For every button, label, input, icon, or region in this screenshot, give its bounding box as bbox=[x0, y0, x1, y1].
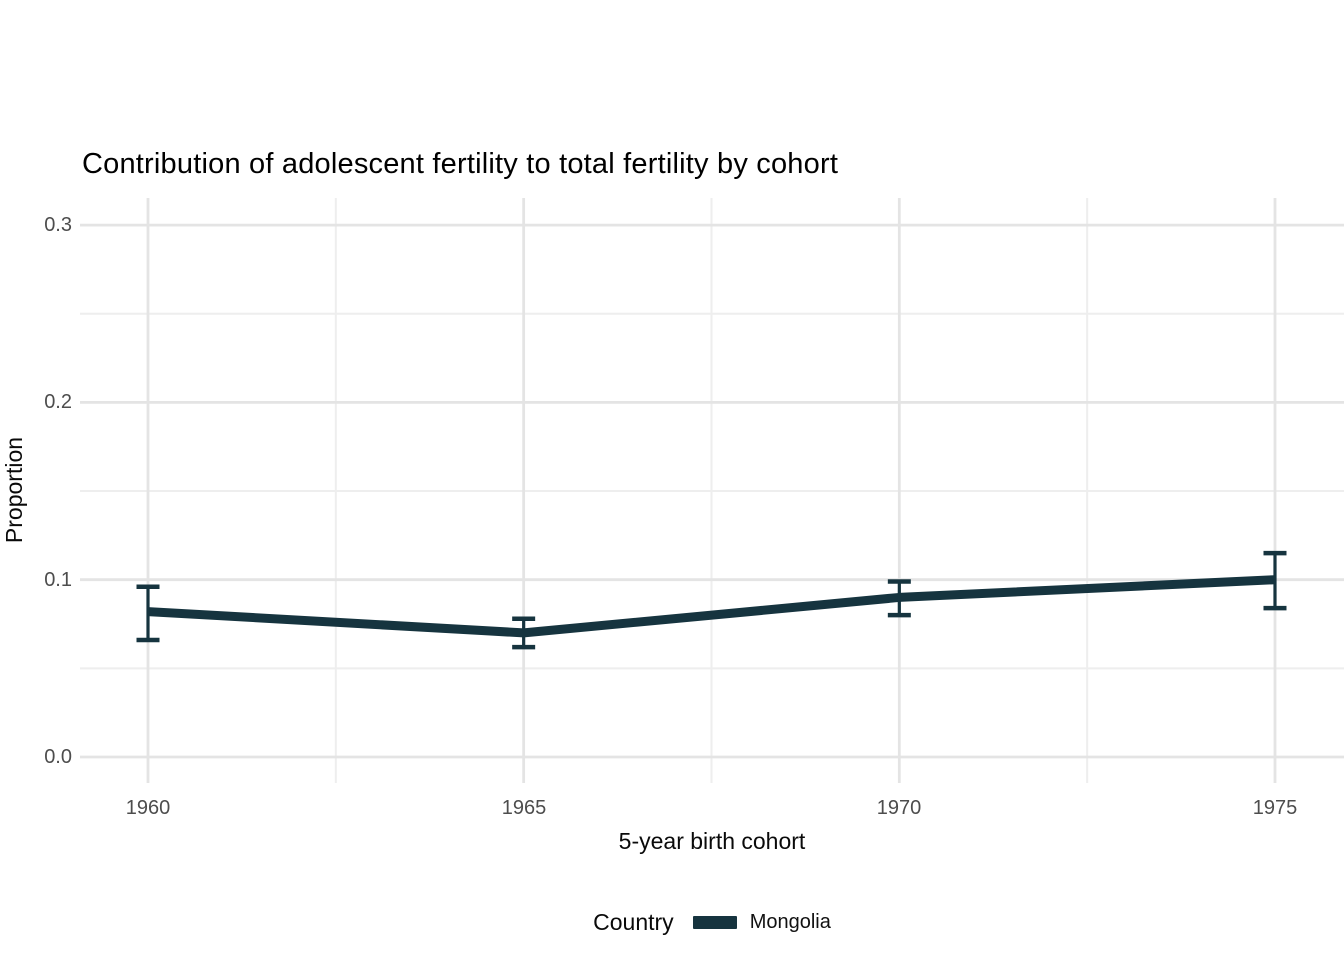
x-axis-title: 5-year birth cohort bbox=[618, 828, 806, 854]
gridlines-major bbox=[80, 198, 1344, 783]
x-tick-label-1960: 1960 bbox=[125, 797, 171, 819]
x-tick-label-1975: 1975 bbox=[1252, 797, 1298, 819]
legend-title: Country bbox=[593, 908, 674, 935]
x-tick-label-1970: 1970 bbox=[876, 797, 922, 819]
y-axis-title: Proportion bbox=[1, 436, 27, 544]
y-tick-label-0.0: 0.0 bbox=[44, 746, 72, 768]
chart-title: Contribution of adolescent fertility to … bbox=[82, 148, 839, 180]
x-tick-label-1965: 1965 bbox=[501, 797, 547, 819]
series-line-mongolia bbox=[147, 575, 1276, 638]
y-tick-label-0.3: 0.3 bbox=[44, 214, 72, 236]
legend: Country Mongolia bbox=[80, 905, 1344, 939]
y-tick-label-0.1: 0.1 bbox=[44, 569, 72, 591]
y-tick-label-0.2: 0.2 bbox=[44, 391, 72, 413]
gridlines-minor bbox=[80, 198, 1344, 783]
legend-label-mongolia: Mongolia bbox=[749, 910, 831, 933]
legend-key-line-icon bbox=[692, 915, 737, 929]
